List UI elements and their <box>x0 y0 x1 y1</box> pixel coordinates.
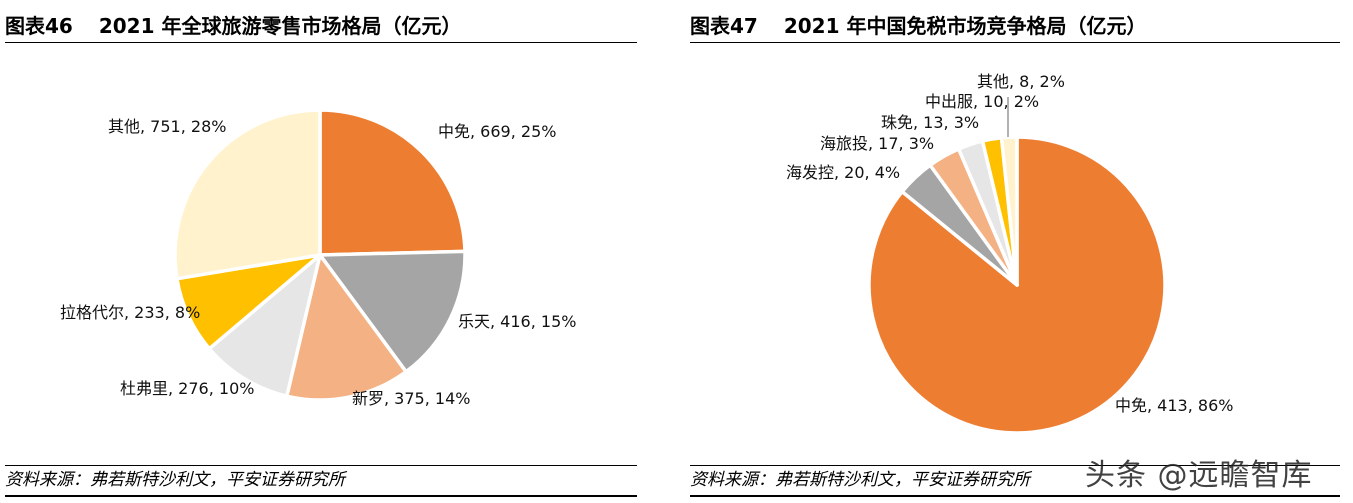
source-note: 资料来源：弗若斯特沙利文，平安证券研究所 <box>690 465 1340 497</box>
pie-slice-其他 <box>999 135 1019 287</box>
chart-title: 图表46 2021 年全球旅游零售市场格局（亿元） <box>5 10 637 43</box>
figure-number: 图表46 <box>5 14 73 38</box>
data-label: 杜弗里, 276, 10% <box>120 379 254 398</box>
data-label: 乐天, 416, 15% <box>458 312 576 331</box>
figure-number: 图表47 <box>690 14 758 38</box>
chart-panel-46: 图表46 2021 年全球旅游零售市场格局（亿元） 资料来源：弗若斯特沙利文，平安… <box>5 0 637 503</box>
chart-panel-47: 图表47 2021 年中国免税市场竞争格局（亿元） 资料来源：弗若斯特沙利文，平安… <box>690 0 1340 503</box>
pie-slice-中免 <box>318 108 467 257</box>
pie-slice-乐天 <box>318 249 467 374</box>
title-text: 2021 年全球旅游零售市场格局（亿元） <box>98 14 462 38</box>
source-note: 资料来源：弗若斯特沙利文，平安证券研究所 <box>5 465 637 497</box>
data-label: 珠免, 13, 3% <box>881 113 979 132</box>
data-label: 海旅投, 17, 3% <box>820 134 934 153</box>
watermark: 头条 @远瞻智库 <box>1085 458 1313 493</box>
data-label: 其他, 8, 2% <box>977 72 1065 91</box>
data-label: 新罗, 375, 14% <box>352 389 470 408</box>
data-label: 拉格代尔, 233, 8% <box>60 303 200 322</box>
pie-slice-杜弗里 <box>207 253 322 398</box>
data-label: 其他, 751, 28% <box>108 117 226 136</box>
pie-slice-其他 <box>173 108 322 281</box>
data-label: 中出服, 10, 2% <box>925 92 1039 111</box>
data-label: 海发控, 20, 4% <box>786 163 900 182</box>
data-label: 中免, 413, 86% <box>1115 396 1233 415</box>
pie-slice-新罗 <box>285 253 408 402</box>
title-text: 2021 年中国免税市场竞争格局（亿元） <box>783 14 1147 38</box>
chart-title: 图表47 2021 年中国免税市场竞争格局（亿元） <box>690 10 1340 43</box>
data-label: 中免, 669, 25% <box>438 122 556 141</box>
